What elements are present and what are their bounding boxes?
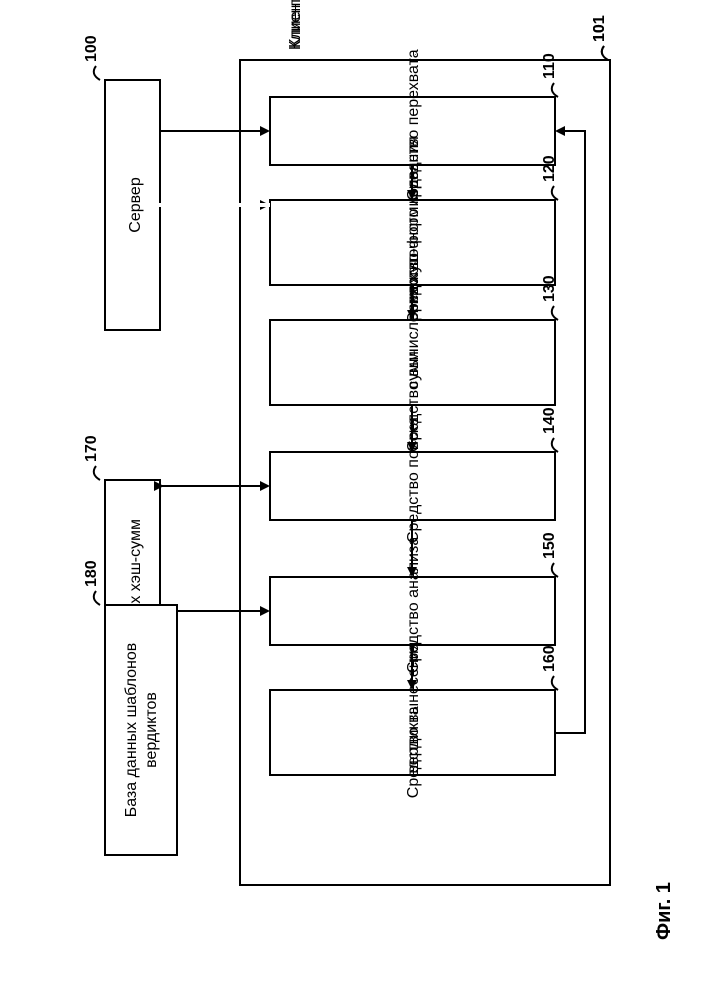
verdict-db-ref: 180 [83, 560, 100, 587]
node-140-label: Средство поиска [405, 417, 422, 543]
server-ref: 100 [83, 35, 100, 62]
diagram-canvas: Фиг. 1 Сервер 100 База данных хэш-сумм 1… [0, 0, 707, 1000]
client-ref-final: 101 [591, 15, 608, 42]
client-label-final: Клиент [287, 0, 304, 48]
verdict-db-box [105, 605, 177, 855]
verdict-db-label-2: вердиктов [143, 692, 160, 768]
node-110-ref: 110 [541, 53, 558, 79]
node-130-label-2: сумм [405, 351, 422, 389]
figure-caption: Фиг. 1 [653, 882, 675, 940]
node-140-ref: 140 [541, 407, 558, 434]
node-160-ref: 160 [541, 645, 558, 672]
node-130-ref: 130 [541, 275, 558, 302]
node-120-ref: 120 [541, 155, 558, 182]
verdict-db-label-1: База данных шаблонов [123, 643, 140, 818]
node-150-ref: 150 [541, 532, 558, 559]
node-160-label-2: вердикта [405, 706, 422, 773]
server-label: Сервер [127, 177, 144, 233]
hash-db-ref: 170 [83, 435, 100, 462]
